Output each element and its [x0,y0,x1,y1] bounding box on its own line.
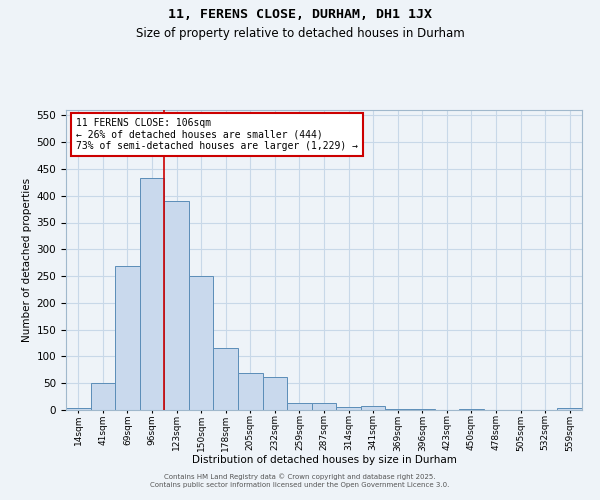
Bar [312,403,336,410]
Bar [214,348,238,410]
Text: Size of property relative to detached houses in Durham: Size of property relative to detached ho… [136,28,464,40]
Text: Contains HM Land Registry data © Crown copyright and database right 2025.
Contai: Contains HM Land Registry data © Crown c… [151,474,449,488]
Bar [263,378,287,410]
Bar [140,178,164,410]
Bar [189,276,214,410]
Bar [164,200,189,410]
Bar [66,408,91,410]
Text: 11 FERENS CLOSE: 106sqm
← 26% of detached houses are smaller (444)
73% of semi-d: 11 FERENS CLOSE: 106sqm ← 26% of detache… [76,118,358,150]
Bar [91,382,115,410]
Bar [361,406,385,410]
Bar [238,372,263,410]
Y-axis label: Number of detached properties: Number of detached properties [22,178,32,342]
Bar [287,402,312,410]
Bar [115,266,140,410]
X-axis label: Distribution of detached houses by size in Durham: Distribution of detached houses by size … [191,454,457,464]
Bar [336,408,361,410]
Bar [557,408,582,410]
Text: 11, FERENS CLOSE, DURHAM, DH1 1JX: 11, FERENS CLOSE, DURHAM, DH1 1JX [168,8,432,20]
